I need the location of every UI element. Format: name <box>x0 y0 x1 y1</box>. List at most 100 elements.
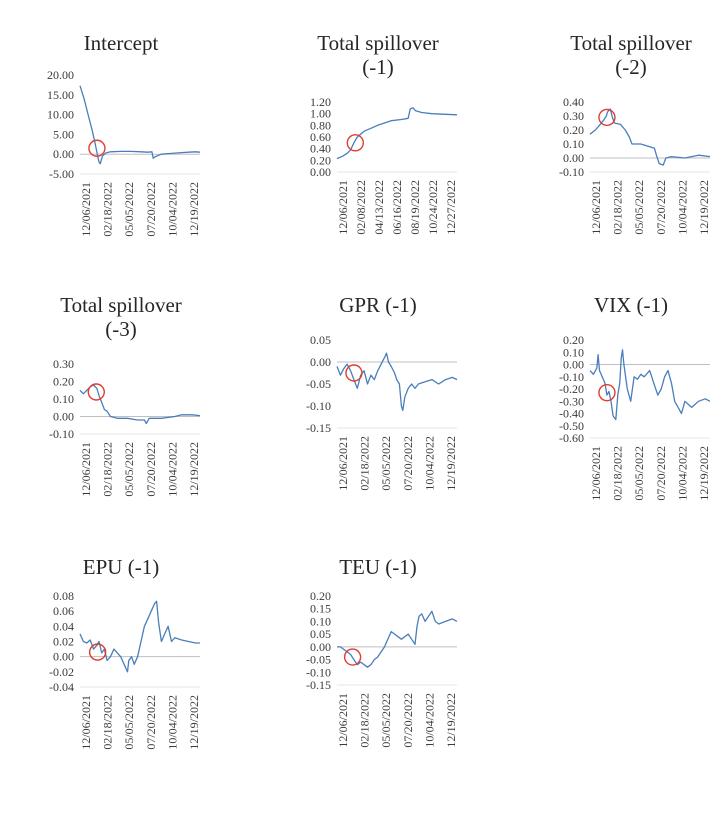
y-tick-label: 0.00 <box>563 151 584 165</box>
x-tick-label: 06/16/2022 <box>390 180 404 235</box>
y-tick-label: -0.10 <box>559 165 584 179</box>
panel-total-spillover-2: Total spillover (-2) 0.40 0.30 0.20 0.10 0.0… <box>510 28 727 289</box>
chart-title: GPR (-1) <box>339 293 417 317</box>
y-tick-label: 0.20 <box>310 153 331 167</box>
chart-svg: 0.30 0.20 0.10 0.00 -0.10 12/06/2021 02/18/202… <box>49 357 201 497</box>
y-tick-label: -0.15 <box>306 421 331 435</box>
panel-gpr: GPR (-1) 0.05 0.00 -0.05 -0.10 -0.15 12/06/20… <box>257 290 499 551</box>
chart-svg: 0.200.100.00-0.10-0.20-0.30-0.40-0.50-0.… <box>559 333 711 501</box>
y-tick-label: 0.00 <box>53 410 74 424</box>
chart-svg: 1.201.000.800.600.400.200.00 12/06/2021 02… <box>310 95 458 235</box>
x-tick-label: 07/20/2022 <box>144 695 158 750</box>
y-tick-label: 1.20 <box>310 95 331 109</box>
series-line <box>79 85 201 165</box>
panel-total-spillover-1: Total spillover (-1) 1.20 1.00 0.80 0.60 0.4… <box>257 28 499 289</box>
x-tick-label: 05/05/2022 <box>122 442 136 497</box>
highlight-circle <box>346 134 365 152</box>
y-tick-label: -0.40 <box>559 407 584 421</box>
y-tick-label: 0.60 <box>310 130 331 144</box>
y-tick-label: 0.00 <box>310 640 331 654</box>
y-tick-label: 0.20 <box>563 123 584 137</box>
chart-title: Total spillover (-2) <box>570 31 692 79</box>
y-tick-label: 0.40 <box>310 142 331 156</box>
x-tick-label: 02/18/2022 <box>101 695 115 750</box>
y-tick-label: -0.05 <box>306 653 331 667</box>
x-tick-label: 08/19/2022 <box>408 180 422 235</box>
y-tick-label: 0.10 <box>310 614 331 628</box>
highlight-circle <box>88 643 107 661</box>
series-line <box>336 107 458 160</box>
x-tick-label: 12/06/2021 <box>79 442 93 497</box>
chart-title: EPU (-1) <box>82 555 160 579</box>
y-tick-label: 0.08 <box>53 589 74 603</box>
panel-intercept: Intercept 20.00 15.00 10.00 5.00 0.00 -5.00 12… <box>0 28 242 289</box>
y-tick-label: -0.10 <box>49 427 74 441</box>
y-tick-label: -0.50 <box>559 419 584 433</box>
x-tick-label: 10/04/2022 <box>422 436 436 491</box>
y-tick-label: 0.00 <box>310 165 331 179</box>
highlight-circle <box>345 364 363 382</box>
x-tick-label: 05/05/2022 <box>122 182 136 237</box>
y-tick-label: -0.10 <box>306 399 331 413</box>
y-tick-label: 0.20 <box>53 375 74 389</box>
y-tick-label: -0.10 <box>559 370 584 384</box>
x-tick-label: 10/04/2022 <box>422 693 436 748</box>
chart-svg: 0.080.060.04 0.020.00-0.02-0.04 12/06/2021… <box>49 589 201 750</box>
y-tick-label: 0.10 <box>53 392 74 406</box>
x-tick-label: 02/18/2022 <box>611 180 625 235</box>
x-tick-label: 10/04/2022 <box>165 442 179 497</box>
y-tick-label: 0.80 <box>310 118 331 132</box>
panel-epu: EPU (-1) 0.08 0.06 0.04 0.02 0.00 -0.02 -0.04 1… <box>0 552 242 813</box>
x-tick-label: 12/19/2022 <box>697 446 711 501</box>
y-tick-label: -0.02 <box>49 665 74 679</box>
x-tick-label: 10/04/2022 <box>675 180 689 235</box>
x-tick-label: 10/04/2022 <box>165 182 179 237</box>
x-tick-label: 02/18/2022 <box>611 446 625 501</box>
y-tick-label: 0.00 <box>563 358 584 372</box>
chart-title: TEU (-1) <box>339 555 417 579</box>
x-tick-label: 05/05/2022 <box>632 446 646 501</box>
x-tick-label: 02/18/2022 <box>101 182 115 237</box>
y-tick-label: 0.40 <box>563 95 584 109</box>
figure: Intercept 20.00 15.00 10.00 5.00 0.00 -5.00 12… <box>0 28 727 750</box>
y-tick-label: 10.00 <box>47 108 74 122</box>
y-tick-label: 0.20 <box>310 589 331 603</box>
x-tick-label: 12/19/2022 <box>187 442 201 497</box>
x-tick-label: 07/20/2022 <box>144 182 158 237</box>
y-tick-label: 0.10 <box>563 345 584 359</box>
x-tick-label: 10/24/2022 <box>426 180 440 235</box>
x-tick-label: 07/20/2022 <box>401 693 415 748</box>
x-tick-label: 12/06/2021 <box>336 180 350 235</box>
x-tick-label: 05/05/2022 <box>122 695 136 750</box>
chart-svg: 0.200.150.100.050.00-0.05-0.10-0.15 12/06… <box>306 589 458 748</box>
x-tick-label: 02/18/2022 <box>358 693 372 748</box>
highlight-circle <box>88 139 106 157</box>
panel-vix: VIX (-1) 0.20 0.10 0.00 -0.10 -0.20 -0.30 -0.4… <box>510 290 727 551</box>
y-tick-label: -0.15 <box>306 678 331 692</box>
chart-svg: 20.00 15.00 10.00 5.00 0.00 -5.00 12/06/2021 02… <box>47 68 201 237</box>
x-tick-label: 07/20/2022 <box>401 436 415 491</box>
panel-total-spillover-3: Total spillover (-3) 0.30 0.20 0.10 0.00 -0.… <box>0 290 242 551</box>
chart-title: Total spillover (-1) <box>317 31 439 79</box>
highlight-circle <box>598 108 616 127</box>
panel-teu: TEU (-1) 0.20 0.15 0.10 0.05 0.00 -0.05 -0.10-… <box>257 552 499 813</box>
y-tick-label: -0.05 <box>306 377 331 391</box>
y-tick-label: -0.10 <box>306 665 331 679</box>
y-tick-label: 1.00 <box>310 107 331 121</box>
highlight-circle <box>87 383 105 401</box>
y-tick-label: 0.30 <box>53 357 74 371</box>
y-tick-label: 0.20 <box>563 333 584 347</box>
x-tick-label: 12/06/2021 <box>589 180 603 235</box>
highlight-circle <box>598 383 616 402</box>
series-line <box>79 384 201 425</box>
y-tick-label: -0.04 <box>49 680 74 694</box>
x-tick-label: 02/18/2022 <box>101 442 115 497</box>
y-tick-label: 0.02 <box>53 635 74 649</box>
x-tick-label: 02/08/2022 <box>354 180 368 235</box>
chart-title: Intercept <box>83 31 159 55</box>
x-tick-label: 10/04/2022 <box>165 695 179 750</box>
series-line <box>79 600 200 673</box>
x-tick-label: 12/19/2022 <box>697 180 711 235</box>
x-tick-label: 04/13/2022 <box>372 180 386 235</box>
x-tick-label: 05/05/2022 <box>379 693 393 748</box>
